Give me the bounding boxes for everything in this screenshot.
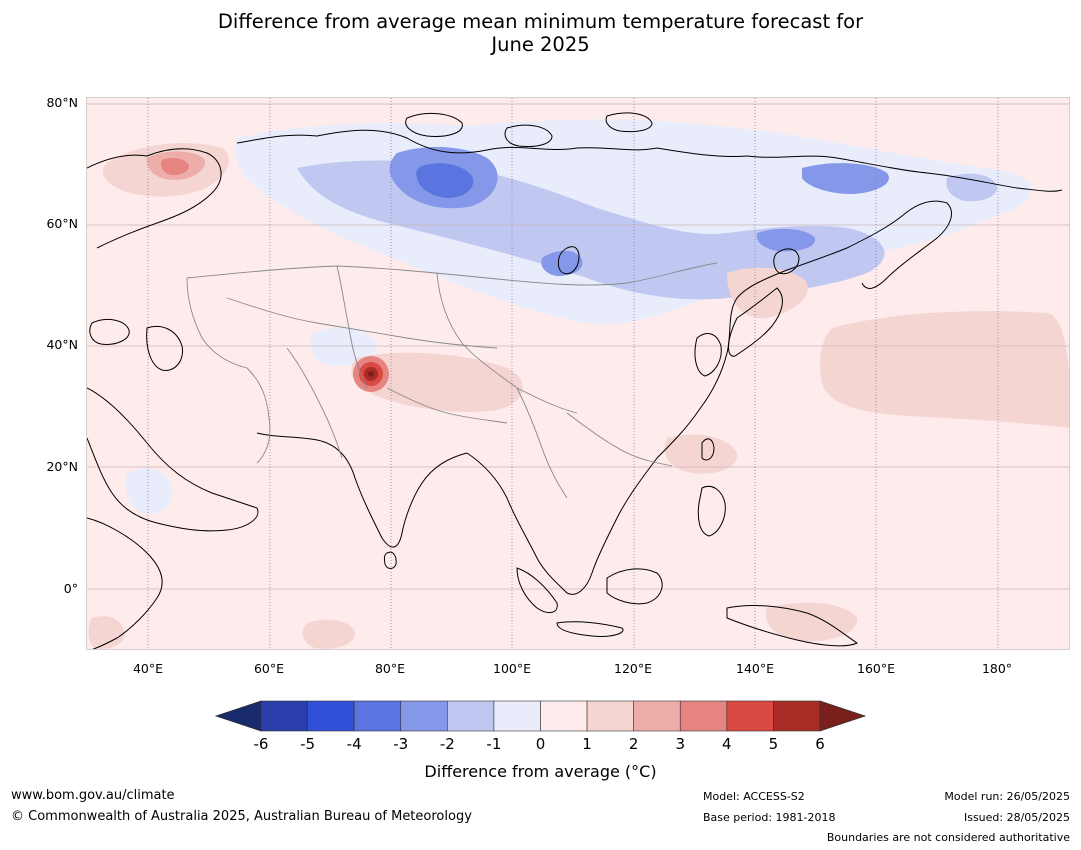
colorbar-tick-label: 1 [582, 735, 592, 753]
warm-anomaly-indonesia [302, 619, 355, 649]
colorbar-tick-label: -2 [439, 735, 455, 753]
website-link[interactable]: www.bom.gov.au/climate [11, 788, 175, 803]
cool-anomaly-tibet [310, 327, 378, 367]
lon-label-40e: 40°E [132, 661, 164, 676]
warm-anomaly-himalaya [351, 352, 524, 413]
colorbar-tick-label: 6 [815, 735, 825, 753]
forecast-map [87, 98, 1069, 649]
colorbar-label: Difference from average (°C) [424, 762, 657, 781]
issued-date: Issued: 28/05/2025 [963, 811, 1070, 824]
colorbar-tick-label: -4 [346, 735, 362, 753]
lat-label-20n: 20°N [46, 459, 78, 474]
colorbar-tick-label: -6 [253, 735, 269, 753]
country-borders [186, 262, 718, 499]
cool-anomaly-core-3 [802, 163, 889, 194]
lat-label-80n: 80°N [46, 95, 78, 110]
colorbar-bin [307, 700, 355, 732]
warm-hotspot-core [368, 371, 374, 377]
cool-anomaly-core-5 [756, 228, 816, 252]
cool-anomaly-core-4 [541, 250, 583, 276]
warm-anomaly-south-china [664, 434, 738, 474]
colorbar-bins [214, 700, 867, 732]
colorbar-tick-label: -5 [300, 735, 316, 753]
lon-label-180: 180° [981, 661, 1013, 676]
warm-anomaly-africa [88, 616, 125, 649]
map-panel [86, 97, 1070, 650]
model-run-date: Model run: 26/05/2025 [944, 790, 1070, 803]
colorbar-bin [773, 700, 821, 732]
warm-anomaly-japan [727, 267, 808, 319]
lon-label-80e: 80°E [374, 661, 406, 676]
map-title: Difference from average mean minimum tem… [0, 10, 1081, 56]
lon-label-160e: 160°E [856, 661, 896, 676]
lat-label-0: 0° [63, 581, 78, 596]
warm-anomaly-newguinea [766, 602, 858, 642]
warm-anomaly-pacific [820, 311, 1069, 428]
lon-label-140e: 140°E [735, 661, 775, 676]
colorbar-bin [586, 700, 634, 732]
colorbar-tick-label: -3 [393, 735, 409, 753]
boundaries-disclaimer: Boundaries are not considered authoritat… [826, 831, 1070, 844]
lon-label-120e: 120°E [613, 661, 653, 676]
colorbar-tick-label: 2 [628, 735, 639, 753]
cool-anomaly-arabia [125, 468, 173, 515]
lat-label-60n: 60°N [46, 216, 78, 231]
colorbar-tick-label: 3 [675, 735, 686, 753]
model-name: Model: ACCESS-S2 [703, 790, 805, 803]
colorbar-bin [540, 700, 588, 732]
warm-anomaly-europe-peak [161, 157, 190, 176]
copyright-text: © Commonwealth of Australia 2025, Austra… [11, 809, 472, 824]
colorbar-extend-above [819, 700, 867, 732]
latitude-gridlines [87, 103, 1069, 590]
base-period: Base period: 1981-2018 [703, 811, 836, 824]
title-line-2: June 2025 [491, 33, 590, 56]
colorbar-bin [447, 700, 495, 732]
cool-anomaly-core-2 [416, 163, 474, 198]
colorbar-tick-label: 4 [722, 735, 732, 753]
lon-label-100e: 100°E [492, 661, 532, 676]
colorbar-bin [726, 700, 774, 732]
colorbar-bin [400, 700, 448, 732]
colorbar-tick-label: 5 [768, 735, 779, 753]
lat-label-40n: 40°N [46, 337, 78, 352]
longitude-gridlines [147, 98, 999, 649]
colorbar-bin [260, 700, 308, 732]
colorbar-tick-label: 0 [535, 735, 546, 753]
title-line-1: Difference from average mean minimum tem… [217, 10, 864, 33]
colorbar-bin [493, 700, 541, 732]
lon-label-60e: 60°E [253, 661, 285, 676]
colorbar-tick-label: -1 [486, 735, 502, 753]
coastlines [87, 112, 1063, 649]
colorbar-bin [633, 700, 681, 732]
colorbar-extend-below [214, 700, 262, 732]
colorbar-bin [353, 700, 402, 732]
colorbar-bin [679, 700, 728, 732]
cool-anomaly-core-6 [946, 173, 998, 202]
